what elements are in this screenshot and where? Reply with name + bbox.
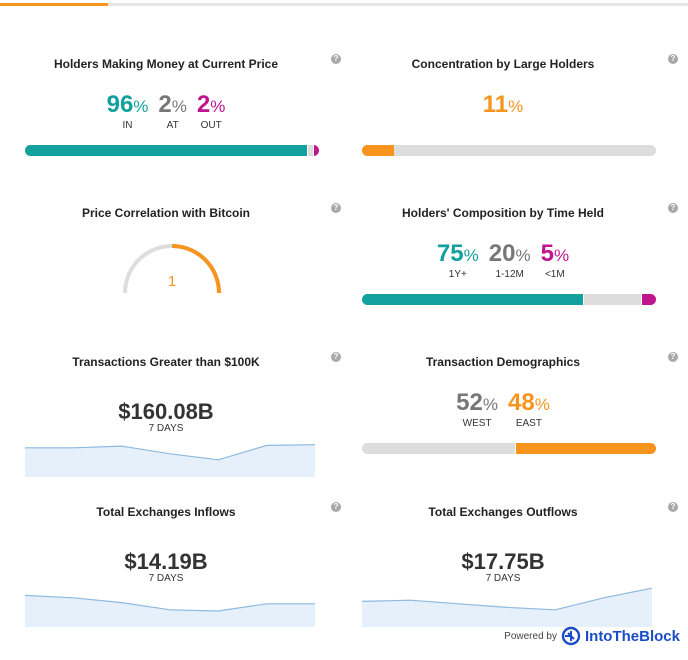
- metric-west: 52% WEST: [456, 389, 498, 430]
- help-icon[interactable]: ?: [668, 502, 678, 512]
- sparkline-area: [25, 595, 315, 627]
- metric-value: 5: [540, 240, 554, 267]
- card-price-correlation: Price Correlation with Bitcoin ? 1: [25, 203, 345, 346]
- composition-stacked-bar: [362, 294, 656, 305]
- metric-concentration: 11%: [483, 93, 524, 119]
- metric-unit: %: [508, 97, 524, 116]
- metric-unit: %: [515, 246, 531, 265]
- metric-unit: %: [534, 395, 550, 414]
- inflows-sparkline: [25, 594, 315, 627]
- outflows-value: $17.75B: [461, 549, 545, 574]
- bar-segment: [313, 145, 319, 156]
- brand-name: IntoTheBlock: [584, 627, 680, 645]
- metric-value: 96: [106, 91, 134, 118]
- metric-1y-plus: 75% 1Y+: [436, 240, 479, 281]
- card-title: Holders' Composition by Time Held: [402, 206, 604, 220]
- metric-label: OUT: [200, 120, 222, 131]
- card-title: Transaction Demographics: [425, 355, 581, 369]
- metric-group: 96% IN 2% AT 2% OUT: [25, 91, 307, 132]
- gauge-value: 1: [168, 273, 176, 290]
- metric-group: 52% WEST 48% EAST: [362, 389, 644, 430]
- card-title: Total Exchanges Outflows: [428, 505, 578, 519]
- powered-by-label: Powered by: [504, 630, 557, 642]
- gauge-fill: [171, 244, 221, 294]
- metric-value: 20: [488, 240, 516, 267]
- card-title: Price Correlation with Bitcoin: [81, 206, 251, 220]
- card-holders-making-money: Holders Making Money at Current Price ? …: [25, 54, 345, 197]
- inflows-value: $14.19B: [124, 549, 208, 574]
- metric-group: 11%: [362, 93, 644, 119]
- card-large-transactions: Transactions Greater than $100K ? $160.0…: [25, 352, 345, 495]
- metric-label: IN: [122, 120, 133, 131]
- demographics-stacked-bar: [362, 443, 656, 454]
- period-label: 7 DAYS: [485, 573, 521, 584]
- bar-segment: [362, 443, 515, 454]
- metric-unit: %: [553, 246, 570, 265]
- concentration-bar: [362, 145, 656, 156]
- card-title: Holders Making Money at Current Price: [53, 57, 279, 71]
- metric-unit: %: [482, 395, 498, 414]
- card-exchange-outflows: Total Exchanges Outflows ? $17.75B 7 DAY…: [362, 502, 682, 645]
- correlation-gauge: 1: [123, 244, 221, 294]
- metric-group: 75% 1Y+ 20% 1-12M 5% <1M: [362, 240, 644, 281]
- card-holders-composition: Holders' Composition by Time Held ? 75% …: [362, 203, 682, 346]
- help-icon[interactable]: ?: [668, 352, 678, 362]
- sparkline-line: [25, 444, 315, 461]
- card-transaction-demographics: Transaction Demographics ? 52% WEST 48% …: [362, 352, 682, 495]
- metric-value: 2: [196, 91, 211, 118]
- metric-unit: %: [210, 97, 226, 116]
- metric-out: 2% OUT: [196, 91, 226, 132]
- bar-segment: [514, 443, 656, 454]
- money-stacked-bar: [25, 145, 319, 156]
- help-icon[interactable]: ?: [331, 352, 341, 362]
- help-icon[interactable]: ?: [668, 203, 678, 213]
- card-title: Transactions Greater than $100K: [72, 355, 260, 369]
- bar-segment: [362, 145, 395, 156]
- metric-label: <1M: [544, 269, 565, 280]
- sparkline-line: [362, 587, 652, 611]
- period-label: 7 DAYS: [148, 573, 184, 584]
- help-icon[interactable]: ?: [331, 203, 341, 213]
- metric-unit: %: [171, 97, 187, 116]
- page-progress-bar: [0, 3, 688, 6]
- metric-at: 2% AT: [158, 91, 187, 132]
- bar-segment: [582, 294, 642, 305]
- card-exchange-inflows: Total Exchanges Inflows ? $14.19B 7 DAYS: [25, 502, 345, 645]
- metric-in: 96% IN: [106, 91, 149, 132]
- sparkline-area: [25, 444, 315, 477]
- metric-value: 75: [436, 240, 464, 267]
- metric-value: 2: [158, 91, 172, 118]
- bar-segment: [307, 145, 314, 156]
- help-icon[interactable]: ?: [331, 54, 341, 64]
- help-icon[interactable]: ?: [331, 502, 341, 512]
- metric-east: 48% EAST: [508, 389, 550, 430]
- metric-label: EAST: [515, 418, 542, 429]
- metric-label: AT: [166, 120, 179, 131]
- bar-segment: [25, 145, 308, 156]
- card-title: Concentration by Large Holders: [411, 57, 595, 71]
- page-progress-fill: [0, 3, 108, 6]
- metric-label: WEST: [462, 418, 492, 429]
- metric-value: 48: [508, 389, 535, 416]
- powered-by[interactable]: Powered by IntoTheBlock: [504, 626, 680, 646]
- bar-segment: [362, 294, 583, 305]
- card-concentration: Concentration by Large Holders ? 11%: [362, 54, 682, 197]
- metric-value: 52: [456, 389, 483, 416]
- large-tx-value: $160.08B: [118, 399, 214, 424]
- large-tx-sparkline: [25, 444, 315, 477]
- metric-value: 11: [482, 91, 509, 118]
- outflows-sparkline: [362, 587, 652, 627]
- metric-1-12m: 20% 1-12M: [488, 240, 531, 281]
- sparkline-line: [25, 594, 315, 612]
- bar-segment: [641, 294, 656, 305]
- metric-unit: %: [133, 97, 149, 116]
- intotheblock-logo-icon: [561, 626, 581, 646]
- card-title: Total Exchanges Inflows: [96, 505, 236, 519]
- period-label: 7 DAYS: [148, 423, 184, 434]
- metric-unit: %: [463, 246, 479, 265]
- metric-label: 1-12M: [495, 269, 524, 280]
- metric-under-1m: 5% <1M: [540, 240, 570, 281]
- metric-label: 1Y+: [448, 269, 467, 280]
- help-icon[interactable]: ?: [668, 54, 678, 64]
